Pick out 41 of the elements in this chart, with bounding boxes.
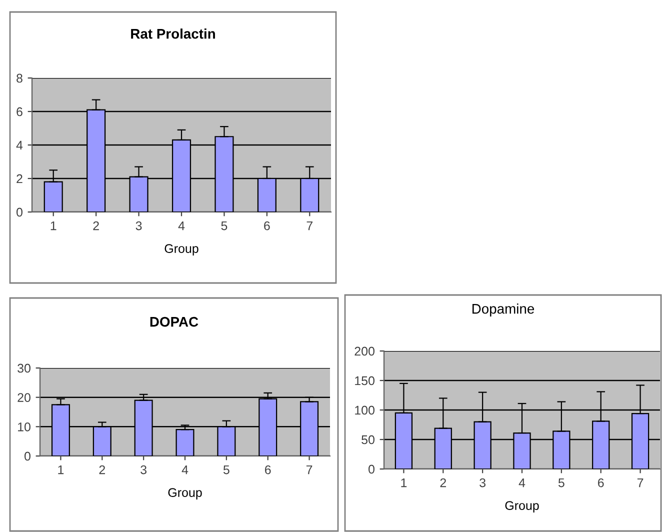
chart-title: Dopamine <box>472 304 534 316</box>
x-tick-label: 3 <box>480 478 486 488</box>
chart-title: Rat Prolactin <box>131 28 215 39</box>
y-tick-label: 100 <box>355 406 374 415</box>
x-tick-label: 3 <box>140 465 146 474</box>
x-tick-label: 2 <box>93 221 99 230</box>
x-tick-label: 6 <box>264 221 270 230</box>
y-tick-label: 50 <box>362 435 374 444</box>
x-axis-title: Group <box>168 488 202 500</box>
x-tick-label: 5 <box>223 465 230 474</box>
x-tick-label: 1 <box>50 221 56 230</box>
x-tick-label: 2 <box>99 465 105 474</box>
y-tick-label: 150 <box>355 376 374 386</box>
x-tick-label: 3 <box>136 221 142 230</box>
x-tick-label: 6 <box>598 478 604 488</box>
x-tick-label: 7 <box>306 465 312 474</box>
x-tick-label: 7 <box>306 221 312 230</box>
x-tick-label: 4 <box>182 465 188 474</box>
y-tick-label: 30 <box>18 364 30 373</box>
x-tick-label: 7 <box>637 478 644 488</box>
x-tick-label: 5 <box>558 478 564 488</box>
x-tick-label: 6 <box>265 465 271 474</box>
y-tick-label: 0 <box>24 452 30 461</box>
x-tick-label: 5 <box>221 221 228 230</box>
x-tick-label: 4 <box>178 221 185 230</box>
y-tick-label: 0 <box>368 464 374 474</box>
y-tick-label: 8 <box>16 74 22 83</box>
x-tick-label: 1 <box>58 465 64 474</box>
y-tick-label: 10 <box>18 422 30 432</box>
y-tick-label: 0 <box>16 208 22 217</box>
y-tick-label: 20 <box>18 393 30 402</box>
x-axis-title: Group <box>505 501 539 512</box>
x-axis-title: Group <box>164 244 198 256</box>
x-tick-label: 1 <box>401 478 407 488</box>
y-tick-label: 4 <box>16 140 23 150</box>
chart-title: DOPAC <box>150 316 198 327</box>
x-tick-label: 4 <box>518 478 526 488</box>
x-tick-label: 2 <box>440 478 446 488</box>
y-tick-label: 6 <box>16 107 22 116</box>
y-tick-label: 200 <box>354 346 374 356</box>
y-tick-label: 2 <box>16 174 22 184</box>
